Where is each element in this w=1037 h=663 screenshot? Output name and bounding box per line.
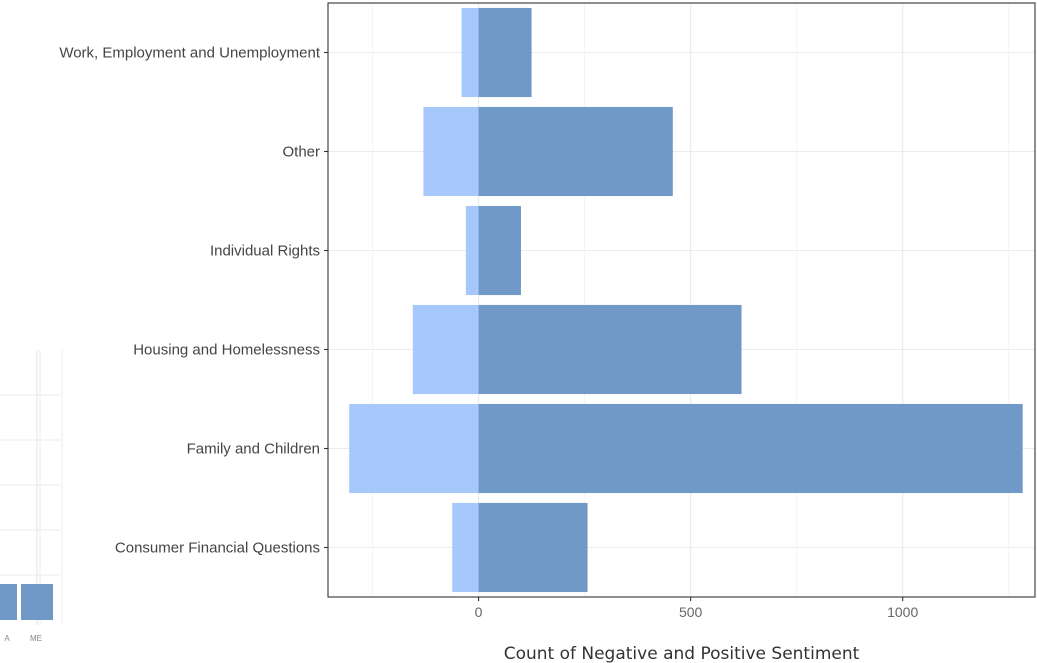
bar-negative	[452, 502, 479, 593]
y-axis: Work, Employment and Unemployment Other In…	[59, 45, 328, 557]
y-tick-label: Family and Children	[187, 441, 320, 458]
background-partial-chart: A ME	[0, 350, 63, 643]
x-tick-label: 0	[475, 604, 483, 620]
bg-tick-label: ME	[30, 634, 42, 643]
bar-positive	[478, 304, 742, 395]
bar-negative	[412, 304, 479, 395]
bg-tick-label: A	[4, 634, 10, 643]
x-axis-title: Count of Negative and Positive Sentiment	[504, 644, 860, 663]
x-axis: 0 500 1000	[475, 597, 918, 620]
y-tick-label: Consumer Financial Questions	[115, 540, 320, 557]
y-tick-label: Work, Employment and Unemployment	[59, 45, 320, 62]
bar-positive	[478, 403, 1023, 494]
plot-panel-border	[327, 2, 1036, 598]
bar-negative	[423, 106, 479, 197]
bars	[349, 7, 1023, 593]
bar-positive	[478, 7, 532, 98]
bg-bar	[0, 584, 17, 620]
bar-positive	[478, 205, 521, 296]
plot-panel	[328, 3, 1035, 597]
bar-negative	[349, 403, 479, 494]
y-tick-label: Other	[282, 144, 320, 161]
x-tick-label: 1000	[887, 604, 918, 620]
x-tick-label: 500	[679, 604, 703, 620]
bar-positive	[478, 106, 673, 197]
bar-negative	[465, 205, 479, 296]
bar-positive	[478, 502, 588, 593]
bg-bar	[21, 584, 53, 620]
y-tick-label: Housing and Homelessness	[133, 342, 320, 359]
y-tick-label: Individual Rights	[210, 243, 320, 260]
bar-negative	[461, 7, 479, 98]
